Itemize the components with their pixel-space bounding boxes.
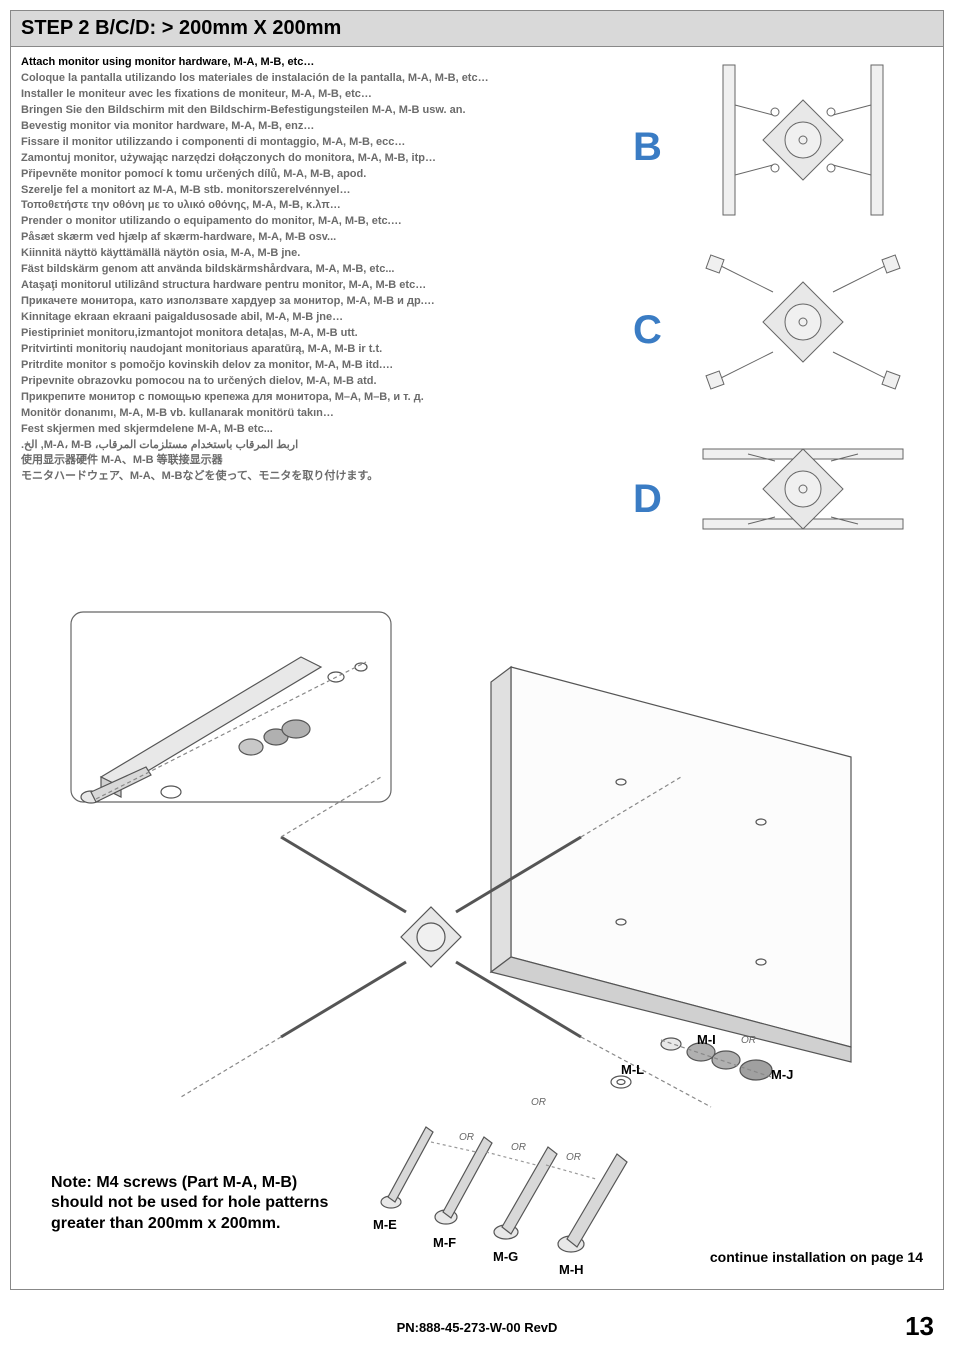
or-label: OR (511, 1142, 526, 1153)
instruction-line: Bevestig monitor via monitor hardware, M… (21, 119, 621, 135)
instruction-line: 使用显示器硬件 M-A、M-B 等联接显示器 (21, 453, 621, 469)
label-m-h: M-H (559, 1262, 584, 1277)
instruction-line: Installer le moniteur avec les fixations… (21, 87, 621, 103)
instruction-line: Prender o monitor utilizando o equipamen… (21, 214, 621, 230)
label-m-j: M-J (771, 1067, 793, 1082)
diagram-b: B (673, 55, 933, 230)
instruction-line: Piestipriniet monitoru,izmantojot monito… (21, 326, 621, 342)
label-m-l: M-L (621, 1062, 644, 1077)
instruction-line: Påsæt skærm ved hjælp af skærm-hardware,… (21, 230, 621, 246)
instruction-line: Прикачете монитора, като използвате хард… (21, 294, 621, 310)
diagram-c: C (673, 242, 933, 407)
main-illustration: M-L M-I M-J M-E M-F M-G M-H OR OR OR OR … (61, 607, 891, 1257)
page-number: 13 (905, 1311, 934, 1342)
instruction-line: Kinnitage ekraan ekraani paigaldusosade … (21, 310, 621, 326)
content-area: Attach monitor using monitor hardware, M… (11, 47, 943, 1285)
instruction-line: Szerelje fel a monitort az M-A, M-B stb.… (21, 183, 621, 199)
instruction-line: Pritvirtinti monitorių naudojant monitor… (21, 342, 621, 358)
header-bar: STEP 2 B/C/D: > 200mm X 200mm (11, 11, 943, 47)
step-title: STEP 2 B/C/D: > 200mm X 200mm (21, 17, 933, 40)
instruction-line: Ataşaţi monitorul utilizând structura ha… (21, 278, 621, 294)
instruction-line: Kiinnitä näyttö käyttämällä näytön osia,… (21, 246, 621, 262)
side-diagrams: B (673, 55, 933, 576)
or-label: OR (531, 1097, 546, 1108)
note-text: Note: M4 screws (Part M-A, M-B) should n… (51, 1173, 331, 1235)
label-m-e: M-E (373, 1217, 397, 1232)
instruction-en: Attach monitor using monitor hardware, M… (21, 55, 621, 71)
label-m-f: M-F (433, 1235, 456, 1250)
instruction-line: Připevněte monitor pomocí k tomu určenýc… (21, 167, 621, 183)
diagram-d: D (673, 419, 933, 564)
label-m-g: M-G (493, 1249, 518, 1264)
instruction-block: Attach monitor using monitor hardware, M… (21, 55, 621, 485)
bracket-diagram-c-svg (693, 242, 913, 402)
footer-pn: PN:888-45-273-W-00 RevD (0, 1320, 954, 1335)
bracket-diagram-b-svg (693, 55, 913, 225)
instruction-line: Fissare il monitor utilizzando i compone… (21, 135, 621, 151)
instruction-line: Fäst bildskärm genom att använda bildskä… (21, 262, 621, 278)
exploded-view-svg (61, 607, 891, 1257)
instruction-line: اربط المرقاب باستخدام مستلزمات المرقاب، … (21, 438, 621, 454)
instruction-line: Coloque la pantalla utilizando los mater… (21, 71, 621, 87)
label-m-i: M-I (697, 1032, 716, 1047)
page-frame: STEP 2 B/C/D: > 200mm X 200mm Attach mon… (10, 10, 944, 1290)
instruction-line: Bringen Sie den Bildschirm mit den Bilds… (21, 103, 621, 119)
instruction-line: Pripevnite obrazovku pomocou na to určen… (21, 374, 621, 390)
bracket-diagram-d-svg (693, 419, 913, 559)
instruction-line: Zamontuj monitor, używając narzędzi dołą… (21, 151, 621, 167)
or-label: OR (566, 1152, 581, 1163)
or-label: OR (741, 1035, 756, 1046)
or-label: OR (459, 1132, 474, 1143)
instruction-line: Fest skjermen med skjermdelene M-A, M-B … (21, 422, 621, 438)
instruction-line: Τοποθετήστε την οθόνη με το υλικό οθόνης… (21, 198, 621, 214)
instruction-line: Monitör donanımı, M-A, M-B vb. kullanara… (21, 406, 621, 422)
instruction-line: Прикрепите монитор с помощью крепежа для… (21, 390, 621, 406)
diagram-label-d: D (633, 477, 662, 522)
diagram-label-b: B (633, 125, 662, 170)
diagram-label-c: C (633, 308, 662, 353)
instruction-line: モニタハードウェア、M-A、M-Bなどを使って、モニタを取り付けます。 (21, 469, 621, 485)
continue-text: continue installation on page 14 (710, 1249, 923, 1265)
instruction-line: Pritrdite monitor s pomočjo kovinskih de… (21, 358, 621, 374)
